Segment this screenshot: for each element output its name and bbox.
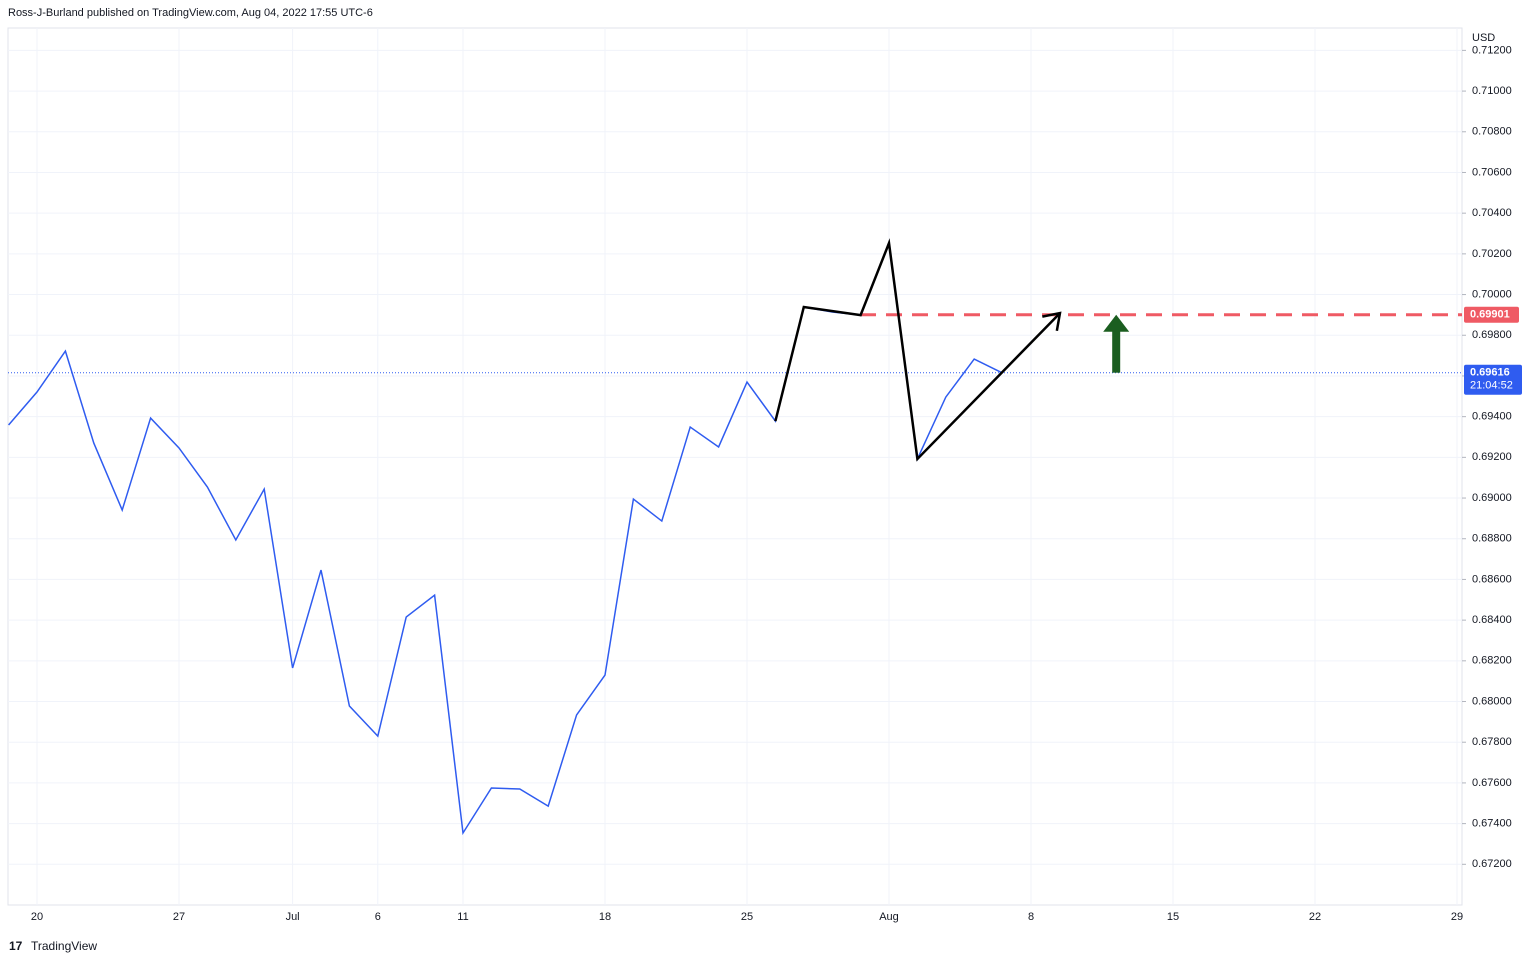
x-tick-label: 11 xyxy=(457,911,468,923)
y-tick-label: 0.71000 xyxy=(1472,85,1512,97)
y-tick-label: 0.68800 xyxy=(1472,533,1512,545)
x-tick-label: 15 xyxy=(1167,911,1179,923)
up-arrow-shaft xyxy=(1112,330,1121,373)
logo-mark: 17 xyxy=(9,939,23,953)
y-tick-label: 0.67800 xyxy=(1472,736,1512,748)
plot-frame xyxy=(7,27,1463,906)
y-tick-label: 0.70200 xyxy=(1472,248,1512,260)
y-tick-label: 0.68600 xyxy=(1472,573,1512,585)
x-tick-label: 25 xyxy=(741,911,753,923)
countdown-label: 21:04:52 xyxy=(1470,380,1513,392)
x-tick-label: Jul xyxy=(286,911,300,923)
x-tick-label: 27 xyxy=(173,911,185,923)
footer: TradingView xyxy=(31,939,97,953)
x-tick-label: 6 xyxy=(375,911,381,923)
y-tick-label: 0.70000 xyxy=(1472,288,1512,300)
y-tick-label: 0.68400 xyxy=(1472,614,1512,626)
y-tick-label: 0.71200 xyxy=(1472,44,1512,56)
x-tick-label: 29 xyxy=(1451,911,1463,923)
y-tick-label: 0.67200 xyxy=(1472,858,1512,870)
y-tick-label: 0.68200 xyxy=(1472,655,1512,667)
y-tick-label: 0.68000 xyxy=(1472,695,1512,707)
y-tick-label: 0.70800 xyxy=(1472,126,1512,138)
x-tick-label: 20 xyxy=(31,911,43,923)
y-tick-label: 0.67400 xyxy=(1472,818,1512,830)
x-tick-label: 22 xyxy=(1309,911,1321,923)
level-label: 0.69901 xyxy=(1470,309,1510,321)
logo: 17 xyxy=(9,939,23,953)
y-tick-label: 0.69400 xyxy=(1472,411,1512,423)
x-tick-label: 18 xyxy=(599,911,611,923)
y-tick-label: 0.69000 xyxy=(1472,492,1512,504)
y-tick-label: 0.70400 xyxy=(1472,207,1512,219)
pattern-drawing xyxy=(774,238,1061,462)
last-price-label: 0.69616 xyxy=(1470,367,1510,379)
x-tick-label: Aug xyxy=(879,911,899,923)
x-tick-label: 8 xyxy=(1028,911,1034,923)
level-label-box xyxy=(1464,306,1519,323)
price-line xyxy=(8,240,1003,836)
y-tick-label: 0.70600 xyxy=(1472,166,1512,178)
y-tick-label: 0.69800 xyxy=(1472,329,1512,341)
pattern-arrowhead xyxy=(1042,311,1062,332)
y-tick-label: 0.69200 xyxy=(1472,451,1512,463)
last-price-box xyxy=(1464,364,1522,395)
up-arrow-head xyxy=(1103,314,1130,332)
y-tick-label: 0.67600 xyxy=(1472,777,1512,789)
header: Ross-J-Burland published on TradingView.… xyxy=(8,7,373,19)
currency: USD xyxy=(1472,32,1495,44)
